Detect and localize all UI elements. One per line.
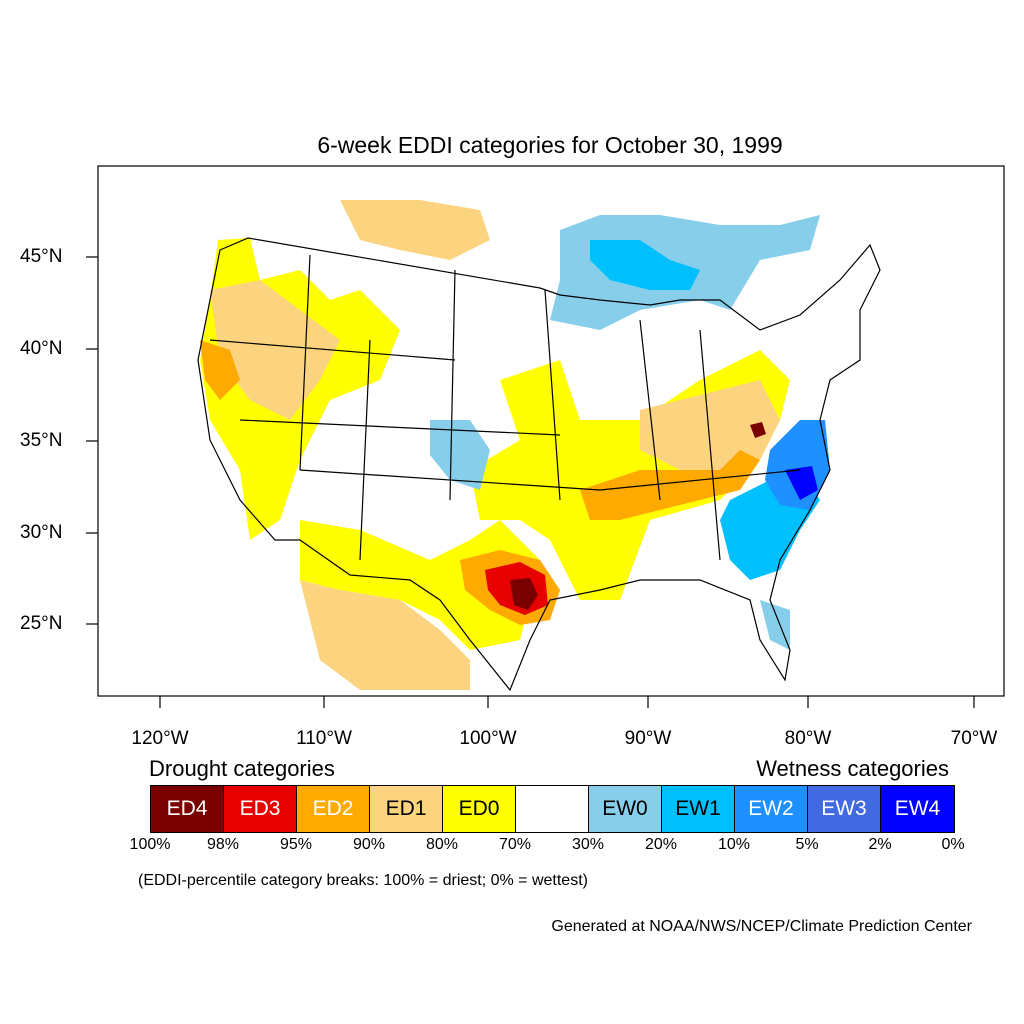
credit-line: Generated at NOAA/NWS/NCEP/Climate Predi… (551, 918, 972, 935)
state-line-2 (359, 339, 371, 561)
lon-label-100w: 100°W (459, 728, 517, 749)
break-label: 70% (498, 836, 532, 853)
ew1-region-great-lakes (590, 240, 700, 290)
state-line-4 (544, 289, 561, 501)
legend-swatch-ed0: ED0 (443, 786, 516, 832)
lat-label-45n: 45°N (20, 246, 63, 267)
ew4-region-carolinas (785, 466, 818, 500)
break-label: 90% (352, 836, 386, 853)
ed2-region-california (200, 340, 240, 400)
state-line-5 (209, 339, 456, 361)
break-label: 100% (129, 836, 171, 853)
lon-label-120w: 120°W (131, 728, 189, 749)
lon-label-80w: 80°W (784, 728, 832, 749)
break-label: 20% (644, 836, 678, 853)
ew0-region-florida (760, 600, 790, 650)
legend-swatch-ew3: EW3 (808, 786, 881, 832)
legend-swatch-ed1: ED1 (370, 786, 443, 832)
break-label: 0% (941, 836, 965, 853)
lon-label-90w: 90°W (624, 728, 672, 749)
lon-label-110w: 110°W (296, 728, 352, 749)
legend-swatch-ew1: EW1 (662, 786, 735, 832)
axis-ticks (86, 256, 975, 708)
category-legend: ED4 ED3 ED2 ED1 ED0 EW0 EW1 EW2 EW3 EW4 (150, 785, 955, 833)
category-fill-layer (200, 200, 830, 690)
lat-label-25n: 25°N (20, 613, 63, 634)
ed1-region-northwest (340, 200, 490, 260)
state-line-3 (449, 269, 456, 501)
ed1-region-great-basin (210, 280, 340, 420)
map-title: 6-week EDDI categories for October 30, 1… (317, 132, 783, 158)
ed1-region-southwest-desert (300, 580, 470, 690)
ed2-region-tennessee (580, 450, 760, 520)
ed4-region-texas (510, 578, 538, 610)
map-frame (97, 165, 1005, 697)
state-line-9 (639, 319, 661, 501)
state-line-10 (699, 329, 721, 561)
break-label: 95% (279, 836, 313, 853)
lon-label-70w: 70°W (950, 728, 998, 749)
state-line-1 (299, 254, 311, 471)
break-label: 80% (425, 836, 459, 853)
break-label: 98% (206, 836, 240, 853)
legend-swatch-ed2: ED2 (297, 786, 370, 832)
legend-swatch-ew4: EW4 (881, 786, 954, 832)
ed4-region-kentucky (750, 422, 766, 438)
lat-label-30n: 30°N (20, 522, 63, 543)
break-label: 30% (571, 836, 605, 853)
break-label: 2% (868, 836, 892, 853)
legend-swatch-ed3: ED3 (224, 786, 297, 832)
legend-swatch-ed4: ED4 (151, 786, 224, 832)
breaks-note: (EDDI-percentile category breaks: 100% =… (138, 872, 588, 889)
state-line-6 (239, 419, 561, 436)
us-outline (197, 237, 881, 692)
break-label: 5% (795, 836, 819, 853)
break-label: 10% (717, 836, 751, 853)
state-line-7 (299, 469, 601, 491)
legend-swatch-ew0: EW0 (589, 786, 662, 832)
lat-label-35n: 35°N (20, 430, 63, 451)
boundary-lines (197, 237, 881, 692)
wetness-categories-header: Wetness categories (756, 756, 949, 781)
ew0-region-plains (430, 420, 490, 490)
legend-swatch-neutral (516, 786, 589, 832)
legend-swatch-ew2: EW2 (735, 786, 808, 832)
state-line-8 (599, 469, 801, 491)
lat-label-40n: 40°N (20, 338, 63, 359)
drought-categories-header: Drought categories (149, 756, 335, 781)
